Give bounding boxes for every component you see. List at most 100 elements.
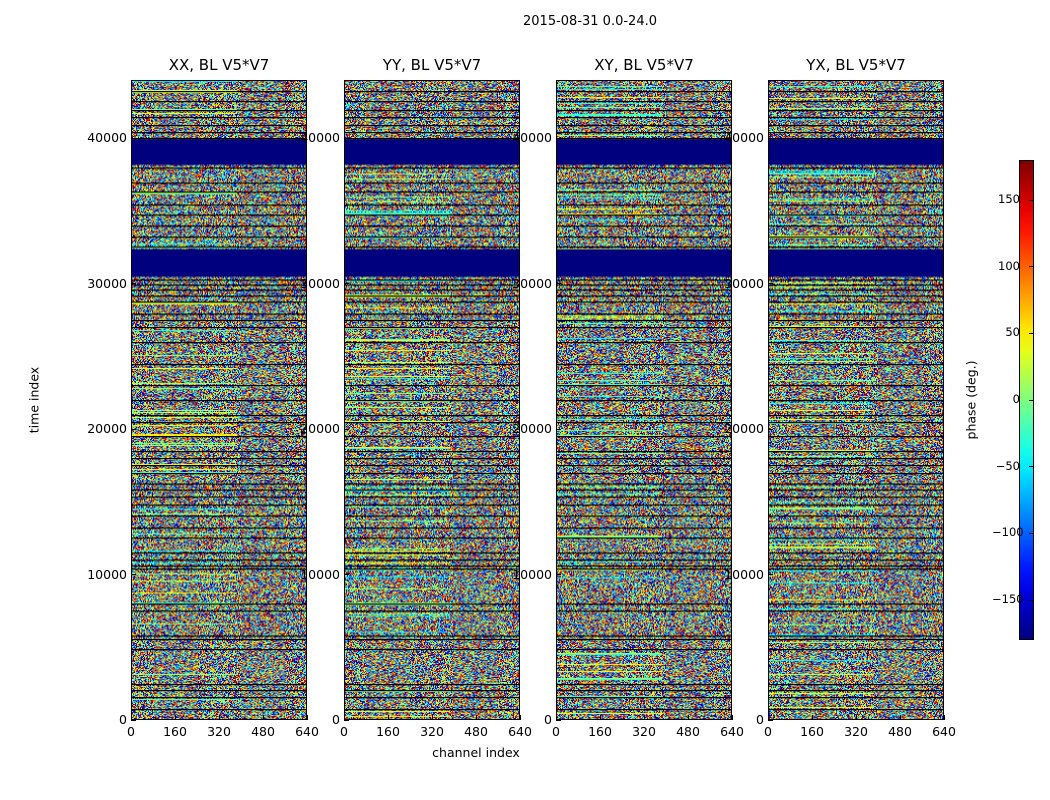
- y-tick-label: 40000: [300, 130, 340, 146]
- colorbar-tick-mark: [1029, 332, 1034, 334]
- heatmap-plot-area: [768, 80, 944, 720]
- heatmap-canvas: [132, 81, 306, 719]
- y-tick-mark: [768, 283, 773, 285]
- y-tick-mark: [344, 574, 349, 576]
- y-tick-mark: [131, 283, 136, 285]
- colorbar-tick-label: 100: [998, 258, 1020, 273]
- colorbar-gradient: [1020, 161, 1033, 639]
- y-tick-label: 0: [332, 712, 340, 727]
- x-tick-label: 320: [207, 724, 231, 739]
- x-tick-label: 640: [295, 724, 319, 739]
- x-tick-mark: [811, 715, 813, 720]
- x-tick-label: 0: [764, 724, 772, 739]
- y-tick-label: 30000: [512, 275, 552, 291]
- y-tick-label: 30000: [724, 275, 764, 291]
- y-tick-label: 10000: [724, 566, 764, 582]
- x-tick-mark: [130, 715, 132, 720]
- x-tick-mark: [306, 715, 308, 720]
- x-tick-mark: [731, 715, 733, 720]
- y-tick-label: 20000: [512, 421, 552, 437]
- y-tick-mark: [344, 283, 349, 285]
- colorbar-tick-mark: [1029, 199, 1034, 201]
- colorbar-tick-mark: [1029, 532, 1034, 534]
- y-tick-mark: [768, 719, 773, 721]
- y-tick-label: 20000: [724, 421, 764, 437]
- x-tick-label: 0: [340, 724, 348, 739]
- y-tick-mark: [556, 574, 561, 576]
- x-tick-mark: [475, 715, 477, 720]
- colorbar-tick-mark: [1029, 599, 1034, 601]
- colorbar-tick-label: −100: [992, 525, 1024, 540]
- colorbar-tick-label: 150: [998, 192, 1020, 206]
- y-tick-label: 30000: [300, 275, 340, 291]
- x-tick-mark: [387, 715, 389, 720]
- panel-xx: XX, BL V5*V7 0 10000 20000 30000 40000 0 160 320…: [87, 56, 319, 739]
- panel-xy: XY, BL V5*V7 0 10000 20000 30000 40000 0 160 320…: [512, 56, 744, 739]
- colorbar-tick-label: −50: [995, 458, 1020, 473]
- y-tick-label: 40000: [724, 130, 764, 146]
- x-tick-mark: [643, 715, 645, 720]
- y-tick-label: 0: [544, 712, 552, 727]
- panel-title: XY, BL V5*V7: [594, 56, 694, 74]
- y-tick-label: 0: [756, 712, 764, 727]
- y-tick-label: 0: [119, 712, 127, 727]
- x-tick-label: 480: [676, 724, 700, 739]
- figure-title: 2015-08-31 0.0-24.0: [523, 14, 657, 29]
- y-tick-label: 10000: [512, 566, 552, 582]
- y-tick-mark: [344, 137, 349, 139]
- x-tick-mark: [262, 715, 264, 720]
- panel-title: YX, BL V5*V7: [806, 56, 906, 74]
- x-tick-label: 160: [376, 724, 400, 739]
- y-tick-mark: [131, 574, 136, 576]
- x-tick-mark: [943, 715, 945, 720]
- x-axis-label: channel index: [432, 745, 520, 760]
- x-tick-mark: [218, 715, 220, 720]
- y-tick-mark: [556, 283, 561, 285]
- heatmap-plot-area: [344, 80, 520, 720]
- y-tick-mark: [768, 137, 773, 139]
- y-tick-mark: [344, 719, 349, 721]
- x-tick-label: 160: [800, 724, 824, 739]
- x-tick-label: 480: [464, 724, 488, 739]
- y-tick-mark: [344, 428, 349, 430]
- y-tick-label: 10000: [87, 566, 127, 582]
- x-tick-label: 320: [420, 724, 444, 739]
- y-tick-mark: [131, 719, 136, 721]
- colorbar-tick-mark: [1029, 466, 1034, 468]
- x-tick-label: 0: [552, 724, 560, 739]
- x-tick-label: 640: [720, 724, 744, 739]
- heatmap-canvas: [769, 81, 943, 719]
- y-tick-label: 10000: [300, 566, 340, 582]
- heatmap-canvas: [345, 81, 519, 719]
- colorbar-tick-mark: [1029, 266, 1034, 268]
- x-tick-label: 320: [844, 724, 868, 739]
- x-tick-mark: [431, 715, 433, 720]
- y-tick-mark: [768, 574, 773, 576]
- colorbar-label: phase (deg.): [963, 360, 979, 440]
- x-tick-mark: [343, 715, 345, 720]
- x-tick-label: 160: [588, 724, 612, 739]
- y-axis-label: time index: [26, 366, 42, 434]
- x-tick-mark: [899, 715, 901, 720]
- y-tick-label: 40000: [87, 130, 127, 146]
- heatmap-canvas: [557, 81, 731, 719]
- y-tick-mark: [768, 428, 773, 430]
- y-tick-mark: [131, 428, 136, 430]
- colorbar-tick-mark: [1029, 399, 1034, 401]
- x-tick-mark: [855, 715, 857, 720]
- colorbar-tick-label: −150: [992, 592, 1024, 606]
- x-tick-mark: [599, 715, 601, 720]
- x-tick-label: 640: [932, 724, 956, 739]
- x-tick-mark: [519, 715, 521, 720]
- panel-title: YY, BL V5*V7: [382, 56, 482, 74]
- x-tick-label: 480: [251, 724, 275, 739]
- panel-yy: YY, BL V5*V7 0 10000 20000 30000 40000 0 160 320…: [300, 56, 532, 739]
- y-tick-label: 20000: [300, 421, 340, 437]
- x-tick-label: 640: [508, 724, 532, 739]
- y-tick-mark: [556, 428, 561, 430]
- y-tick-mark: [556, 719, 561, 721]
- x-tick-mark: [555, 715, 557, 720]
- y-tick-mark: [131, 137, 136, 139]
- y-tick-label: 20000: [87, 421, 127, 437]
- y-tick-label: 40000: [512, 130, 552, 146]
